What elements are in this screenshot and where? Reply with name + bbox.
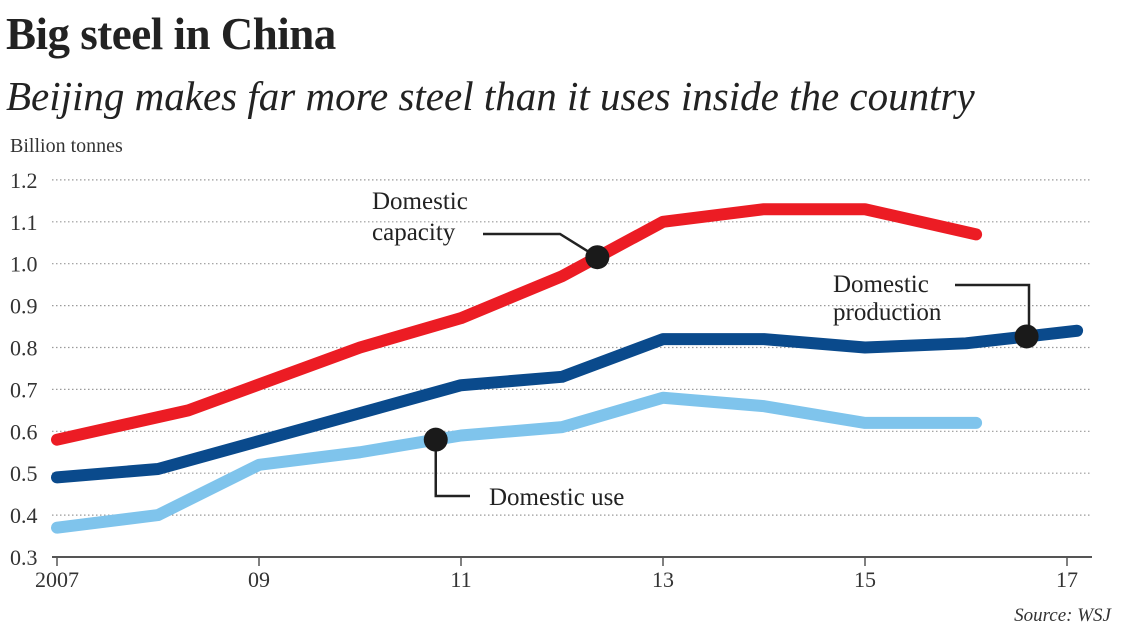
x-tick-label: 2007 [35, 567, 79, 592]
y-axis-label: Billion tonnes [10, 135, 123, 157]
chart-title: Big steel in China [6, 9, 336, 59]
y-tick-label: 0.8 [10, 336, 38, 361]
y-tick-label: 0.7 [10, 377, 38, 402]
y-tick-label: 0.5 [10, 461, 38, 486]
annotation-production-line2: production [833, 299, 942, 326]
y-tick-label: 0.4 [10, 503, 38, 528]
leader-line-production [955, 283, 1031, 337]
annotations: DomesticcapacityDomesticproductionDomest… [372, 188, 1039, 511]
annotation-production-line1: Domestic [833, 271, 929, 298]
series-line-domestic-capacity [51, 203, 983, 446]
chart-subtitle: Beijing makes far more steel than it use… [6, 73, 975, 119]
y-tick-label: 1.1 [10, 210, 38, 235]
source-note: Source: WSJ [1014, 605, 1111, 626]
y-tick-label: 0.6 [10, 419, 38, 444]
y-tick-label: 0.3 [10, 545, 38, 570]
annotation-use: Domestic use [489, 484, 624, 511]
marker-capacity [585, 245, 610, 270]
marker-use [423, 427, 448, 452]
y-tick-label: 0.9 [10, 294, 38, 319]
leader-line-use [434, 439, 470, 498]
x-tick-label: 13 [652, 567, 674, 592]
series-line-domestic-use [51, 391, 983, 534]
y-tick-label: 1.2 [10, 168, 38, 193]
leader-line-capacity [483, 232, 599, 259]
x-tick-label: 11 [450, 567, 471, 592]
x-tick-label: 17 [1056, 567, 1078, 592]
y-axis-ticks: 0.3 0.4 0.5 0.6 0.7 0.8 0.9 1.0 1.1 1.2 [10, 168, 38, 570]
x-tick-label: 15 [854, 567, 876, 592]
series-line-domestic-production [51, 324, 1084, 484]
annotation-capacity-line1: Domestic [372, 188, 468, 215]
series-lines [51, 203, 1084, 534]
marker-production [1014, 324, 1039, 349]
x-tick-label: 09 [248, 567, 270, 592]
x-axis: 2007 09 11 13 15 17 [35, 556, 1092, 592]
y-tick-label: 1.0 [10, 252, 38, 277]
annotation-capacity-line2: capacity [372, 219, 456, 246]
